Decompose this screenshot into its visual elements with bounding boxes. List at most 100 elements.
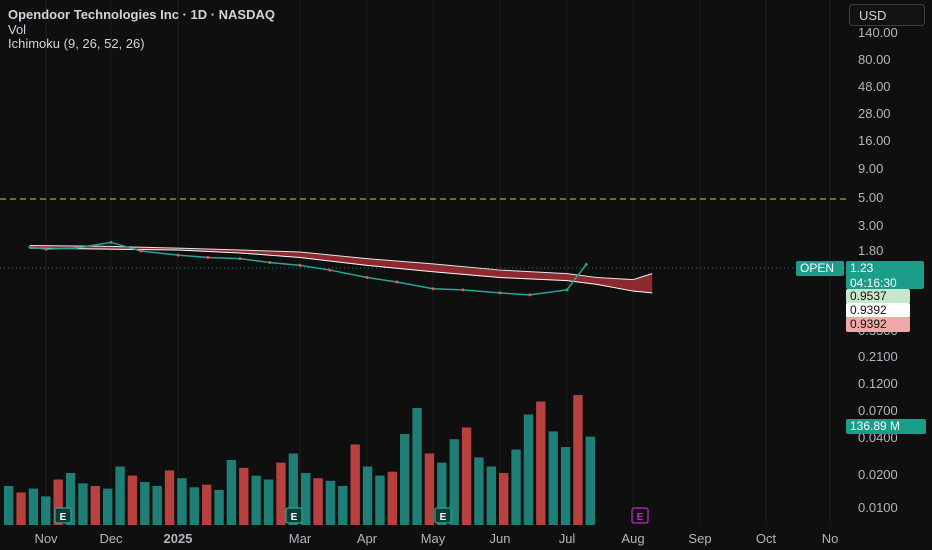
volume-bar (4, 486, 14, 525)
price-point (461, 288, 465, 292)
volume-bar (400, 434, 410, 525)
price-point (268, 261, 272, 265)
volume-bar (263, 479, 274, 525)
volume-bar (276, 462, 286, 525)
volume-bar (65, 473, 76, 525)
volume-bar (127, 475, 138, 525)
volume-bar (375, 475, 385, 525)
price-point (395, 280, 399, 284)
price-point (584, 262, 588, 266)
volume-bar (338, 486, 348, 525)
y-axis: 140.00 80.00 48.00 28.00 16.00 9.00 5.00 3.00 1.… (858, 25, 898, 515)
volume-bar (523, 414, 534, 525)
x-tick-label: Dec (99, 531, 123, 546)
volume-bar (449, 439, 459, 525)
earnings-marker (285, 507, 303, 524)
volume-bar (214, 489, 224, 525)
volume-bar (424, 453, 435, 525)
price-tag: OPEN (796, 261, 844, 276)
ichimoku-indicator-label[interactable]: Ichimoku (9, 26, 52, 26) (8, 36, 145, 51)
x-tick-label: 2025 (164, 531, 193, 546)
cloud-lower-line (29, 247, 653, 294)
y-tick-label: 16.00 (858, 133, 891, 148)
currency-button[interactable]: USD (849, 4, 925, 26)
cloud-upper-line (29, 245, 653, 281)
price-point (431, 287, 435, 291)
volume-bar (437, 462, 447, 525)
volume-bar (288, 453, 298, 525)
x-tick-label: Nov (34, 531, 58, 546)
price-point (139, 249, 143, 253)
volume-bar (573, 395, 583, 525)
price-point (176, 253, 180, 257)
price-point (498, 291, 502, 295)
x-tick-label: Aug (621, 531, 644, 546)
volume-bar (511, 449, 521, 525)
price-point (565, 288, 569, 292)
price-point (74, 246, 78, 250)
x-tick-label: Jun (490, 531, 511, 546)
price-tag-countdown: 04:16:30 (850, 276, 897, 290)
volume-bar (28, 488, 39, 525)
price-point (328, 268, 332, 272)
y-tick-label: 28.00 (858, 106, 891, 121)
y-tick-label: 0.1200 (858, 376, 898, 391)
earnings-marker-label: E (637, 512, 644, 523)
volume-bar (16, 492, 26, 525)
volume-bar (387, 471, 397, 525)
volume-indicator-label[interactable]: Vol (8, 22, 27, 37)
volume-bar (585, 436, 595, 525)
volume-bar (152, 486, 162, 525)
x-tick-label: Sep (688, 531, 711, 546)
y-tick-label: 0.0700 (858, 403, 898, 418)
volume-bar (53, 479, 63, 525)
volume-bar (189, 487, 199, 525)
chart-title: Opendoor Technologies Inc · 1D · NASDAQ (8, 7, 275, 22)
volume-bar (202, 484, 212, 525)
price-tag: 136.89 M (846, 419, 926, 434)
price-tag: 0.9392 (846, 317, 910, 332)
price-point (109, 240, 113, 244)
volume-bar (239, 467, 249, 525)
volume-bars (4, 395, 595, 525)
price-point (28, 245, 32, 249)
volume-bar (301, 473, 311, 525)
ichimoku-cloud (29, 245, 653, 294)
y-tick-label: 48.00 (858, 79, 891, 94)
volume-bar (313, 478, 323, 525)
volume-bar (548, 431, 558, 525)
price-point (365, 276, 369, 280)
earnings-marker-label: E (60, 512, 67, 523)
volume-bar (499, 473, 509, 525)
earnings-marker (631, 507, 649, 524)
y-tick-label: 5.00 (858, 190, 883, 205)
earnings-marker (54, 507, 72, 524)
volume-bar (177, 478, 187, 525)
y-tick-label: 9.00 (858, 161, 883, 176)
earnings-marker (434, 507, 452, 524)
volume-bar (461, 427, 472, 525)
price-point (206, 255, 210, 259)
volume-bar (78, 483, 88, 525)
x-tick-label: Jul (559, 531, 576, 546)
price-point (44, 247, 48, 251)
volume-bar (164, 470, 175, 525)
price-point (238, 257, 242, 261)
earnings-marker-label: E (291, 512, 298, 523)
volume-bar (560, 447, 571, 525)
volume-bar (474, 457, 484, 525)
volume-bar (350, 444, 360, 525)
volume-bar (412, 408, 422, 525)
price-tag: 0.9537 (846, 289, 910, 304)
volume-bar (486, 466, 496, 525)
x-tick-label: Mar (289, 531, 312, 546)
volume-bar (536, 401, 546, 525)
price-series (28, 240, 588, 297)
y-tick-label: 0.0100 (858, 500, 898, 515)
y-tick-label: 0.0200 (858, 467, 898, 482)
x-axis: Nov Dec 2025 Mar Apr May Jun Jul Aug Sep Oct No (34, 531, 838, 546)
volume-bar (90, 486, 100, 525)
volume-bar (115, 466, 125, 525)
